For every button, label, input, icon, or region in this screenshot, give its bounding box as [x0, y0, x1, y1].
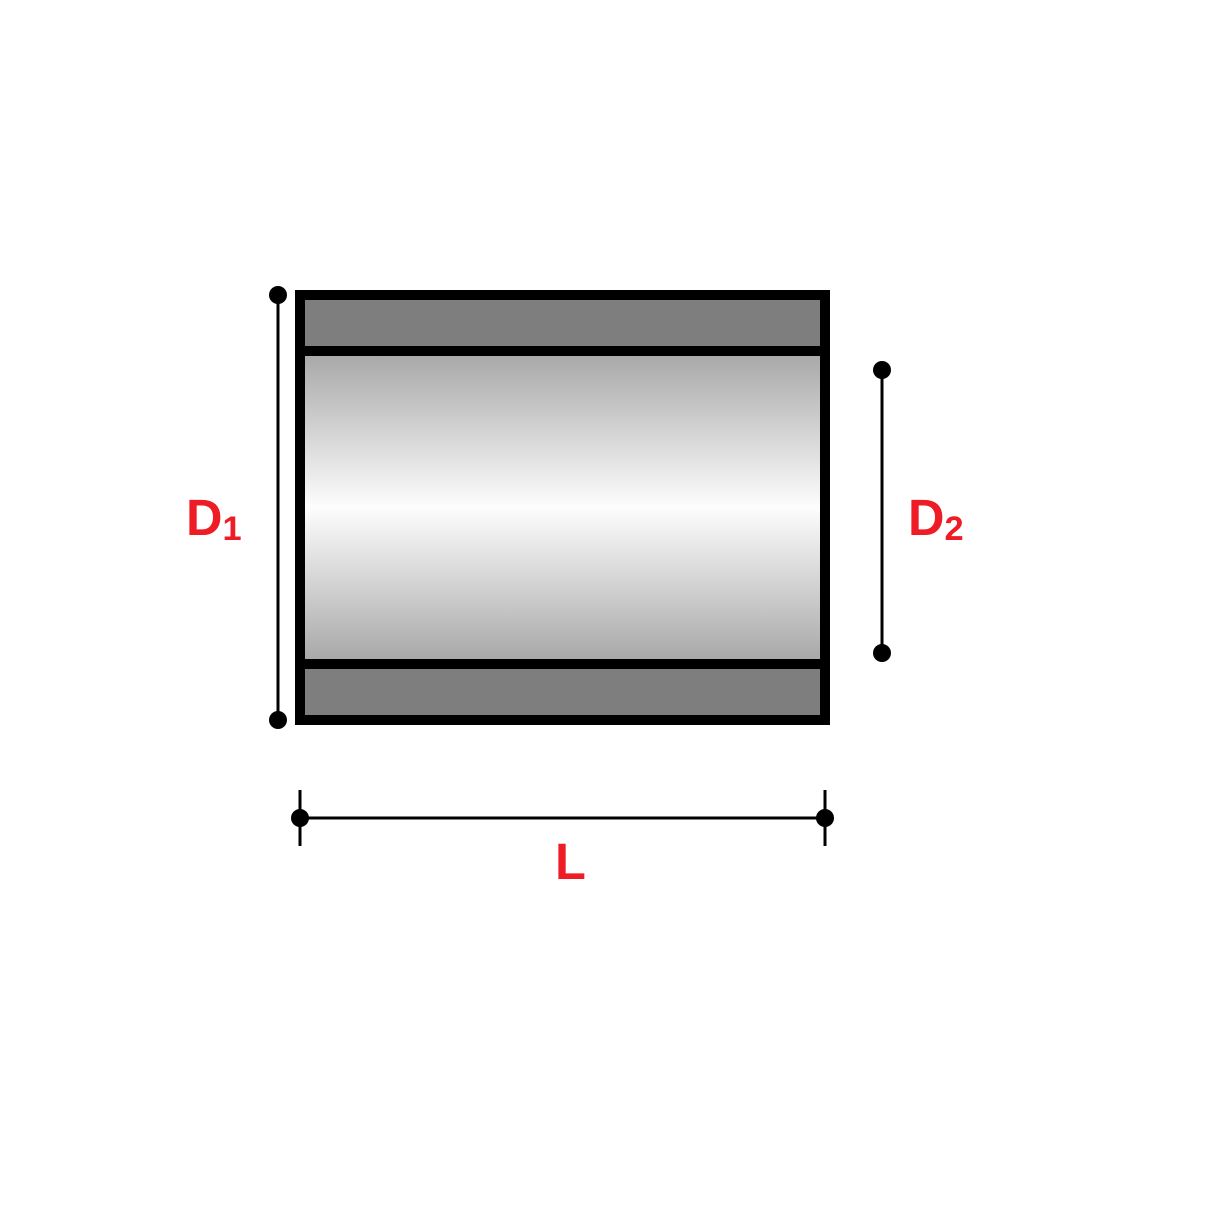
bushing-diagram-svg: [0, 0, 1214, 1214]
d2-main: D: [908, 489, 945, 546]
l-main: L: [555, 833, 586, 890]
diagram-stage: D1 D2 L: [0, 0, 1214, 1214]
d1-sub: 1: [223, 510, 242, 548]
d2-sub: 2: [945, 510, 964, 548]
dimension-label-l: L: [555, 832, 586, 891]
dimension-label-d1: D1: [186, 488, 242, 549]
d1-main: D: [186, 489, 223, 546]
dimension-label-d2: D2: [908, 488, 964, 549]
